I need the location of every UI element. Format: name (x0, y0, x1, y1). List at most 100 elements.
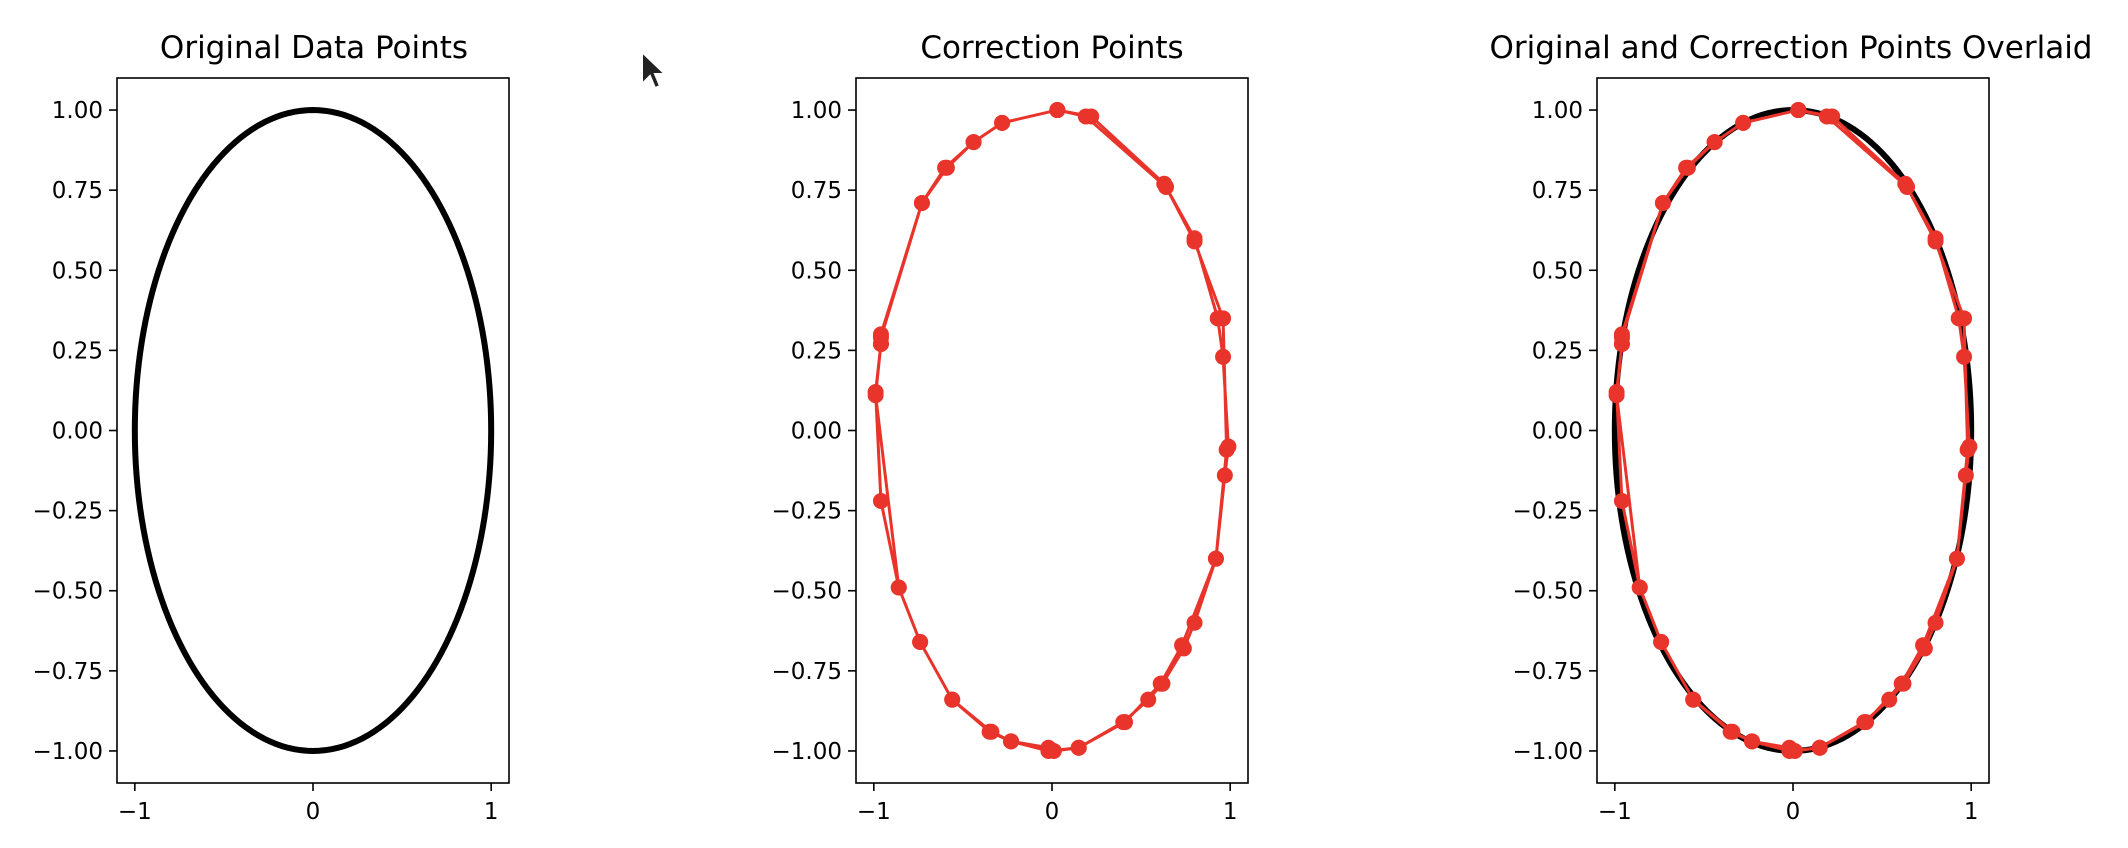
correction-point (1186, 614, 1203, 631)
x-tick-label: 0 (1045, 799, 1060, 825)
correction-point (890, 579, 907, 596)
correction-point (1158, 178, 1175, 195)
plot-area: 1.00 0.75 0.50 0.25 0.00 −0.25 −0.50 −0.75 −1.00… (33, 77, 510, 825)
correction-point (1215, 310, 1232, 327)
correction-point (1077, 108, 1094, 125)
correction-point (1186, 233, 1203, 250)
y-tick-label: 0.25 (1532, 338, 1583, 364)
correction-point (1070, 739, 1087, 756)
correction-point (1915, 637, 1932, 654)
correction-point (1152, 675, 1169, 692)
y-tick-label: 0.50 (52, 258, 103, 284)
chart-title: Original and Correction Points Overlaid (1489, 30, 2092, 66)
y-tick-label: −0.50 (33, 579, 103, 605)
correction-point (872, 329, 889, 346)
y-tick-label: −0.50 (772, 579, 842, 605)
correction-point (1744, 733, 1761, 750)
y-tick-label: −0.75 (33, 659, 103, 685)
correction-point (1722, 723, 1739, 740)
original-curve (131, 107, 495, 754)
correction-point (1927, 614, 1944, 631)
x-tick-label: 0 (1786, 799, 1801, 825)
x-tick-label: −1 (857, 799, 891, 825)
x-tick-label: 1 (484, 799, 499, 825)
correction-point (1174, 637, 1191, 654)
correction-point (1218, 441, 1235, 458)
correction-point (944, 691, 961, 708)
correction-point (1685, 691, 1702, 708)
correction-point (1948, 550, 1965, 567)
correction-point (994, 114, 1011, 131)
correction-point (1215, 348, 1232, 365)
correction-point (1956, 310, 1973, 327)
x-tick-label: −1 (118, 799, 152, 825)
y-tick-label: −1.00 (772, 739, 842, 765)
y-tick-label: 0.75 (52, 178, 103, 204)
correction-point (1957, 467, 1974, 484)
correction-point (1679, 159, 1696, 176)
y-tick-label: −0.75 (1513, 659, 1583, 685)
x-tick-label: −1 (1598, 799, 1632, 825)
y-tick-label: −1.00 (33, 739, 103, 765)
y-tick-label: −0.75 (772, 659, 842, 685)
correction-point (1927, 233, 1944, 250)
x-tick-label: 1 (1223, 799, 1238, 825)
correction-point (1608, 387, 1625, 404)
y-tick-label: −0.25 (1513, 499, 1583, 525)
correction-point (1613, 493, 1630, 509)
correction-point (938, 159, 955, 176)
correction-point (1613, 329, 1630, 346)
y-tick-label: 0.25 (791, 338, 842, 364)
correction-point (1818, 108, 1835, 125)
y-tick-label: 1.00 (52, 98, 103, 124)
correction-point (912, 634, 929, 650)
y-tick-label: 0.00 (791, 419, 842, 445)
correction-point (1654, 194, 1671, 211)
plot-area: 1.00 0.75 0.50 0.25 0.00 −0.25 −0.50 −0.75 −1.00… (772, 77, 1249, 825)
mouse-pointer-icon (640, 49, 668, 96)
correction-point (1631, 579, 1648, 596)
correction-point (1003, 733, 1020, 750)
correction-point (913, 194, 930, 211)
correction-point (1117, 714, 1134, 731)
correction-point (1959, 441, 1976, 458)
chart-correction: Correction Points 1.00 0.75 0.50 0.25 0.00 −0… (772, 30, 1249, 825)
correction-point (1216, 467, 1233, 484)
correction-point (1140, 691, 1157, 708)
y-tick-label: −0.25 (772, 499, 842, 525)
y-tick-label: 1.00 (791, 98, 842, 124)
y-tick-label: −0.50 (1513, 579, 1583, 605)
correction-point (1881, 691, 1898, 708)
chart-title: Correction Points (920, 30, 1183, 66)
correction-point (1049, 102, 1066, 119)
y-tick-label: −0.25 (33, 499, 103, 525)
correction-point (1858, 714, 1875, 731)
correction-point (981, 723, 998, 740)
correction-point (1040, 742, 1057, 759)
correction-point (1956, 348, 1973, 365)
correction-point (965, 134, 982, 151)
y-tick-label: 0.75 (1532, 178, 1583, 204)
x-tick-label: 1 (1964, 799, 1979, 825)
correction-point (1893, 675, 1910, 692)
y-tick-label: −1.00 (1513, 739, 1583, 765)
x-tick-label: 0 (306, 799, 321, 825)
correction-point (1790, 102, 1807, 119)
y-tick-label: 1.00 (1532, 98, 1583, 124)
y-tick-label: 0.50 (1532, 258, 1583, 284)
correction-point (872, 493, 889, 509)
correction-point (1207, 550, 1224, 567)
correction-point (1653, 634, 1670, 650)
plot-area: 1.00 0.75 0.50 0.25 0.00 −0.25 −0.50 −0.75 −1.00… (1513, 77, 1990, 825)
chart-title: Original Data Points (160, 30, 468, 66)
chart-original: Original Data Points 1.00 0.75 0.50 0.25 0.0… (33, 30, 510, 825)
chart-overlaid: Original and Correction Points Overlaid … (1489, 30, 2092, 825)
y-tick-label: 0.25 (52, 338, 103, 364)
correction-point (1735, 114, 1752, 131)
y-tick-label: 0.00 (52, 419, 103, 445)
correction-point (1811, 739, 1828, 756)
correction-point (1899, 178, 1916, 195)
y-tick-label: 0.75 (791, 178, 842, 204)
correction-point (867, 387, 884, 404)
